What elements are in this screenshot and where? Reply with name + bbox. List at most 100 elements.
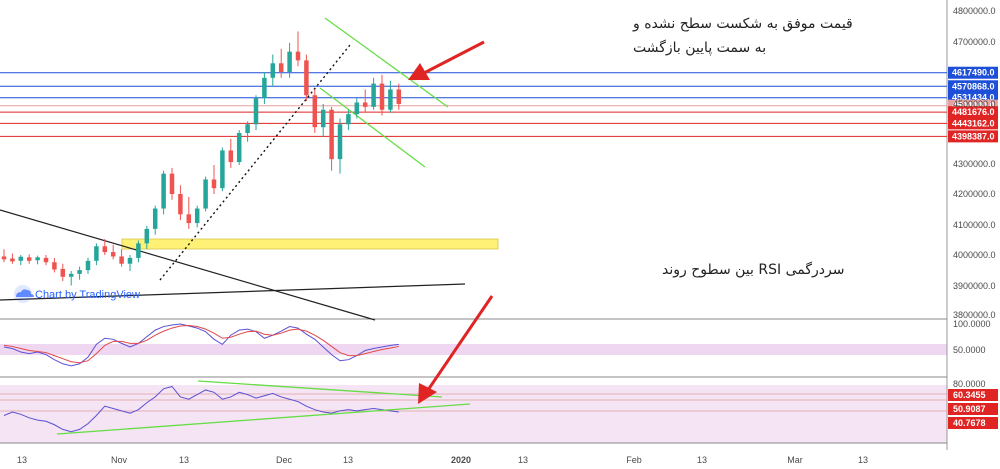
- candle-body: [287, 51, 292, 72]
- candle-body: [379, 83, 385, 110]
- time-axis: 13 Nov 13 Dec 13 2020 13 Feb 13 Mar 13: [17, 455, 868, 465]
- level-tag-text: 4617490.0: [952, 68, 995, 78]
- x-tick: 13: [697, 455, 707, 465]
- candle-body: [85, 260, 91, 271]
- descending-trendline: [0, 209, 376, 321]
- stoch-tick: 50.0000: [953, 345, 986, 355]
- stochastic-pane: [3, 323, 399, 367]
- candle-body: [186, 214, 192, 224]
- candle-body: [295, 51, 301, 61]
- candle-body: [152, 208, 158, 229]
- y-tick: 4200000.0: [953, 189, 996, 199]
- rsi-tick: 80.0000: [953, 379, 986, 389]
- level-tag: [948, 80, 998, 93]
- y-tick: 3800000.0: [953, 310, 996, 320]
- candle-body: [362, 102, 368, 107]
- candle-body: [396, 89, 402, 104]
- x-tick: Nov: [111, 455, 128, 465]
- level-tag: [948, 66, 998, 79]
- candle-body: [211, 179, 217, 189]
- level-tag-text: 4570868.0: [952, 81, 995, 91]
- rsi-tag: [948, 403, 998, 415]
- annotation-top-line2: به سمت پایین بازگشت: [633, 39, 766, 56]
- candle-body: [236, 133, 242, 163]
- x-tick: 13: [179, 455, 189, 465]
- cloud-icon: [16, 289, 34, 297]
- candle-body: [371, 83, 376, 107]
- candle-body: [178, 194, 183, 215]
- level-tag: [948, 130, 998, 143]
- candles: [1, 31, 402, 286]
- candle-body: [329, 109, 334, 160]
- y-tick: 3900000.0: [953, 281, 996, 291]
- rsi-tags: 60.3455 50.9087 40.7678: [948, 389, 998, 429]
- candle-body: [144, 228, 150, 244]
- stoch-series-line: [3, 323, 399, 367]
- y-tick: 4700000.0: [953, 37, 996, 47]
- candle-body: [337, 124, 343, 160]
- x-tick: Mar: [787, 455, 803, 465]
- rsi-tag-text: 60.3455: [953, 390, 986, 400]
- y-tick: 4000000.0: [953, 250, 996, 260]
- candle-body: [60, 268, 66, 277]
- x-tick: 2020: [451, 455, 471, 465]
- rsi-line: [3, 385, 399, 433]
- level-tag-text: 4481676.0: [952, 107, 995, 117]
- candle-body: [270, 63, 276, 78]
- arrow-top: [408, 40, 485, 80]
- level-lines: 4617490.0 4570868.0 4531434.04504000.04481…: [0, 66, 998, 143]
- candle-body: [304, 60, 309, 96]
- candle-body: [136, 243, 141, 258]
- candle-body: [388, 89, 393, 110]
- x-tick: Dec: [276, 455, 293, 465]
- candle-body: [346, 114, 351, 125]
- stoch-series-line: [3, 325, 399, 364]
- candle-body: [18, 256, 24, 261]
- y-tick: 4300000.0: [953, 159, 996, 169]
- rsi-tag-text: 40.7678: [953, 418, 986, 428]
- level-tag: [948, 106, 998, 119]
- candle-body: [262, 77, 267, 99]
- candle-body: [220, 150, 225, 189]
- rsi-tag: [948, 389, 998, 401]
- x-tick: 13: [518, 455, 528, 465]
- candle-body: [68, 273, 74, 277]
- demand-zone: [121, 238, 499, 250]
- candle-body: [1, 256, 7, 260]
- candle-body: [77, 270, 82, 274]
- candle-body: [278, 63, 284, 72]
- candle-body: [52, 262, 57, 270]
- dotted-trendline: [159, 44, 351, 281]
- candle-body: [43, 257, 49, 263]
- candle-body: [26, 257, 32, 261]
- price-axis: 4800000.0 4700000.0 4500000.0 4300000.0 …: [953, 6, 996, 320]
- candle-body: [94, 246, 99, 261]
- candle-body: [253, 98, 259, 125]
- candle-body: [169, 173, 175, 194]
- annotation-rsi: سردرگمی RSI بین سطوح روند: [662, 261, 844, 278]
- candle-body: [35, 257, 40, 261]
- arrow-head-icon: [418, 383, 437, 404]
- candle-body: [320, 109, 326, 128]
- candle-body: [194, 208, 200, 224]
- rsi-tag: [948, 417, 998, 429]
- level-tag: [948, 117, 998, 130]
- stoch-band: [0, 344, 947, 355]
- candle-body: [203, 179, 208, 209]
- ascending-trendline: [0, 283, 466, 301]
- x-tick: Feb: [626, 455, 642, 465]
- x-tick: 13: [17, 455, 27, 465]
- x-tick: 13: [858, 455, 868, 465]
- level-tag-text: 4398387.0: [952, 131, 995, 141]
- level-tag-text: 4504000.0: [952, 101, 995, 111]
- y-tick: 4800000.0: [953, 6, 996, 16]
- stoch-tick: 100.0000: [953, 319, 991, 329]
- channel-lower: [319, 87, 426, 168]
- candle-body: [228, 150, 234, 163]
- rsi-green-lower: [56, 403, 471, 435]
- candle-body: [119, 256, 124, 264]
- price-pane: [0, 0, 947, 318]
- rsi-series-line: [3, 385, 399, 433]
- channel-upper: [324, 17, 449, 108]
